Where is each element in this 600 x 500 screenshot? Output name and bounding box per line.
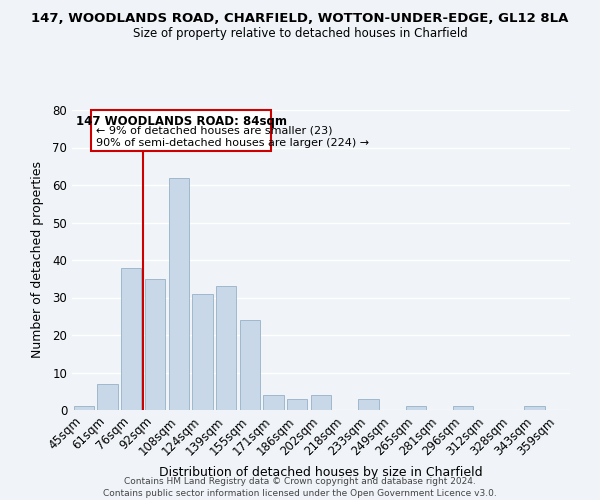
- Bar: [145, 279, 165, 410]
- X-axis label: Distribution of detached houses by size in Charfield: Distribution of detached houses by size …: [159, 466, 483, 479]
- Bar: [169, 178, 189, 410]
- Text: 90% of semi-detached houses are larger (224) →: 90% of semi-detached houses are larger (…: [96, 138, 369, 148]
- Text: ← 9% of detached houses are smaller (23): ← 9% of detached houses are smaller (23): [96, 126, 332, 136]
- Bar: [263, 395, 284, 410]
- Bar: [524, 406, 545, 410]
- FancyBboxPatch shape: [91, 110, 271, 151]
- Bar: [406, 406, 426, 410]
- Bar: [453, 406, 473, 410]
- Bar: [358, 399, 379, 410]
- Bar: [74, 406, 94, 410]
- Bar: [193, 294, 212, 410]
- Y-axis label: Number of detached properties: Number of detached properties: [31, 162, 44, 358]
- Bar: [97, 384, 118, 410]
- Text: Contains HM Land Registry data © Crown copyright and database right 2024.: Contains HM Land Registry data © Crown c…: [124, 476, 476, 486]
- Bar: [121, 268, 142, 410]
- Bar: [311, 395, 331, 410]
- Bar: [240, 320, 260, 410]
- Bar: [287, 399, 307, 410]
- Text: 147, WOODLANDS ROAD, CHARFIELD, WOTTON-UNDER-EDGE, GL12 8LA: 147, WOODLANDS ROAD, CHARFIELD, WOTTON-U…: [31, 12, 569, 26]
- Text: Contains public sector information licensed under the Open Government Licence v3: Contains public sector information licen…: [103, 489, 497, 498]
- Bar: [216, 286, 236, 410]
- Text: 147 WOODLANDS ROAD: 84sqm: 147 WOODLANDS ROAD: 84sqm: [76, 114, 287, 128]
- Text: Size of property relative to detached houses in Charfield: Size of property relative to detached ho…: [133, 28, 467, 40]
